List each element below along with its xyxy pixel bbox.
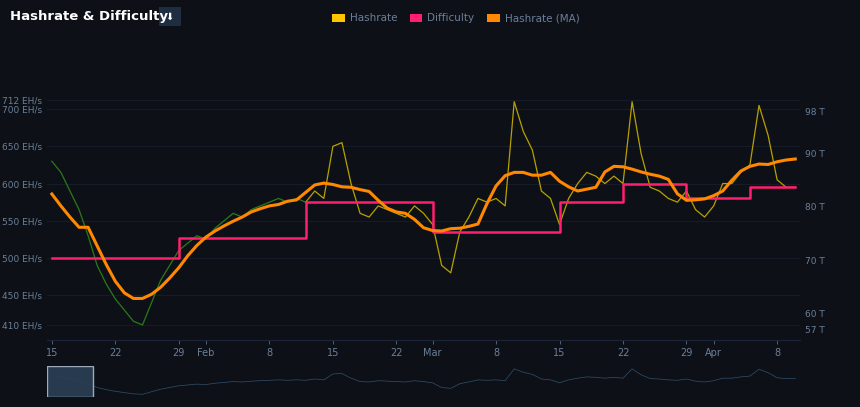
Text: ⬇: ⬇ bbox=[166, 12, 174, 22]
FancyBboxPatch shape bbox=[47, 366, 93, 397]
Legend: Hashrate, Difficulty, Hashrate (MA): Hashrate, Difficulty, Hashrate (MA) bbox=[328, 9, 584, 28]
Text: Hashrate & Difficulty: Hashrate & Difficulty bbox=[10, 10, 169, 23]
